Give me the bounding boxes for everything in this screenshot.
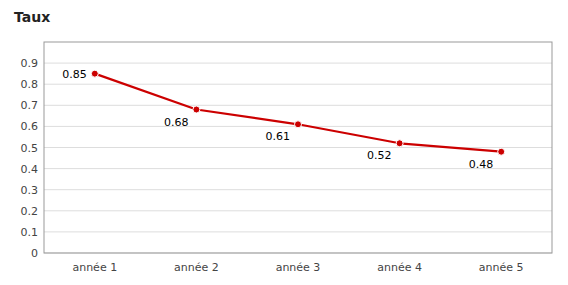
marker (91, 70, 98, 77)
data-label: 0.52 (367, 149, 392, 162)
data-label: 0.85 (62, 68, 87, 81)
grid (44, 63, 552, 253)
y-tick-label: 0.5 (21, 142, 39, 155)
y-label: Taux (14, 9, 50, 25)
grid-line (44, 189, 552, 190)
data-label: 0.48 (469, 158, 494, 171)
x-tick-label: année 4 (377, 261, 422, 274)
grid-line (44, 63, 552, 64)
series (91, 70, 504, 155)
data-label: 0.61 (266, 130, 291, 143)
y-tick-label: 0.6 (21, 120, 39, 133)
grid-line (44, 210, 552, 211)
y-tick-label: 0.8 (21, 78, 39, 91)
y-tick-label: 0 (31, 247, 38, 260)
grid-line (44, 147, 552, 148)
marker (193, 106, 200, 113)
y-tick-label: 0.7 (21, 99, 39, 112)
y-tick-label: 0.3 (21, 184, 39, 197)
line (95, 74, 501, 152)
grid-line (44, 105, 552, 106)
x-tick-label: année 2 (174, 261, 219, 274)
marker (396, 140, 403, 147)
y-tick-label: 0.9 (21, 57, 39, 70)
marker (295, 121, 302, 128)
x-tick-label: année 5 (479, 261, 524, 274)
plot-frame (44, 42, 552, 253)
x-tick-label: année 1 (72, 261, 117, 274)
y-tick-label: 0.4 (21, 163, 39, 176)
x-tick-label: année 3 (276, 261, 321, 274)
y-tick-label: 0.2 (21, 205, 39, 218)
data-label: 0.68 (164, 116, 189, 129)
grid-line (44, 84, 552, 85)
grid-line (44, 231, 552, 232)
y-tick-label: 0.1 (21, 226, 39, 239)
chart: Taux 0 0.1 0.2 0.3 0.4 0.5 0.6 0.7 0.8 0.9 année 1 a… (0, 0, 568, 285)
chart-container: Taux 0 0.1 0.2 0.3 0.4 0.5 0.6 0.7 0.8 0.9 année 1 a… (0, 0, 568, 285)
marker (498, 148, 505, 155)
